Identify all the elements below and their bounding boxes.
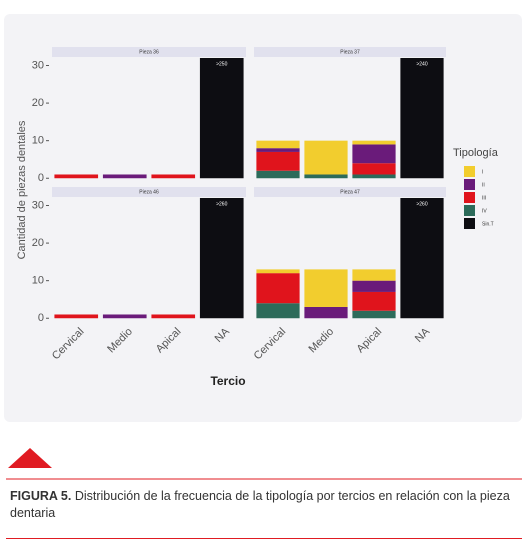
legend-key [464, 192, 475, 203]
y-tick-label: 0 [38, 172, 44, 184]
facet-title: Pieza 37 [340, 49, 360, 55]
bar-segment [256, 148, 300, 152]
bar-segment [304, 306, 348, 319]
legend-key [464, 179, 475, 190]
bar-segment [199, 198, 244, 319]
y-tick-label: 20 [32, 237, 44, 249]
y-tick-label: 30 [32, 59, 44, 71]
facet-strip [254, 47, 446, 57]
facet-title: Pieza 47 [340, 189, 360, 195]
bars [256, 58, 444, 179]
x-axis-label: Tercio [210, 374, 245, 388]
value-label: >260 [216, 201, 227, 207]
bar-segment [352, 269, 396, 281]
y-tick-label: 10 [32, 275, 44, 287]
caption: FIGURA 5. Distribución de la frecuencia … [10, 488, 522, 522]
bar-segment [400, 58, 444, 179]
bar-segment [102, 314, 147, 319]
facet-strip [52, 187, 246, 197]
bar-segment [352, 280, 396, 292]
legend-key [464, 218, 475, 229]
bar-segment [352, 140, 396, 145]
bar-segment [256, 151, 300, 171]
bar-segment [151, 174, 196, 179]
y-tick-label: 30 [32, 199, 44, 211]
bar-segment [256, 269, 300, 274]
bar-segment [304, 140, 348, 175]
bar-segment [256, 170, 300, 179]
chart-background [4, 14, 522, 422]
bar-segment [256, 303, 300, 319]
y-axis-label: Cantidad de piezas dentales [16, 120, 28, 259]
bar-segment [400, 198, 444, 319]
legend-label: IV [482, 208, 487, 214]
legend-label: I [482, 169, 483, 175]
legend-key [464, 166, 475, 177]
bar-segment [352, 163, 396, 175]
bar-segment [54, 174, 99, 179]
bar-segment [352, 310, 396, 319]
bars [54, 198, 244, 319]
bar-segment [304, 269, 348, 307]
bar-segment [352, 174, 396, 179]
bar-segment [54, 314, 99, 319]
y-tick-label: 20 [32, 97, 44, 109]
triangle-icon [8, 448, 52, 468]
facet-title: Pieza 36 [139, 49, 159, 55]
legend-key [464, 205, 475, 216]
y-tick-label: 10 [32, 135, 44, 147]
value-label: >240 [416, 61, 427, 67]
divider [6, 538, 522, 539]
bars [54, 58, 244, 179]
bar-segment [256, 273, 300, 304]
bar-segment [199, 58, 244, 179]
facet-title: Pieza 46 [139, 189, 159, 195]
legend-label: II [482, 182, 485, 188]
chart: Cantidad de piezas dentales Tercio Tipol… [4, 14, 522, 480]
legend-label: Sin.T [482, 221, 494, 227]
caption-text: Distribución de la frecuencia de la tipo… [10, 489, 510, 520]
value-label: >250 [216, 61, 227, 67]
bar-segment [256, 140, 300, 149]
value-label: >260 [416, 201, 427, 207]
bar-segment [102, 174, 147, 179]
facet-strip [254, 187, 446, 197]
bar-segment [352, 144, 396, 164]
facet-strip [52, 47, 246, 57]
legend-label: III [482, 195, 486, 201]
caption-label: FIGURA 5. [10, 489, 72, 503]
y-tick-label: 0 [38, 312, 44, 324]
legend-title: Tipología [453, 147, 499, 159]
bars [256, 198, 444, 319]
bar-segment [352, 291, 396, 311]
bar-segment [151, 314, 196, 319]
bar-segment [304, 174, 348, 179]
